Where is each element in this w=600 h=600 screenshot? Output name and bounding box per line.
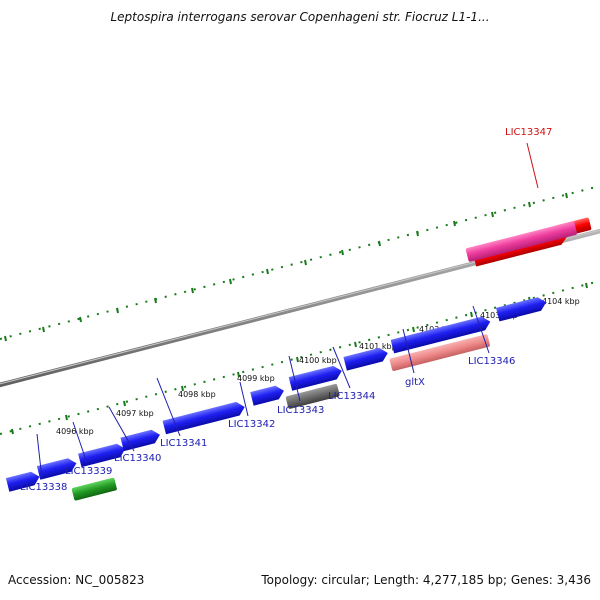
scale-label-4099-kbp: 4099 kbp [237, 374, 275, 383]
scale-label-4104-kbp: 4104 kbp [542, 297, 580, 306]
callout-line-lic13342 [239, 381, 249, 417]
callout-line-lic13341 [156, 377, 181, 437]
gene-label-lic13338[interactable]: LIC13338 [20, 482, 67, 493]
scale-label-4097-kbp: 4097 kbp [116, 409, 154, 418]
upper-scale-major-tick [116, 307, 119, 314]
gene-feature-blue-13341[interactable] [162, 400, 247, 435]
lower-scale-major-tick [123, 400, 126, 407]
scale-label-4098-kbp: 4098 kbp [178, 390, 216, 399]
callout-line-lic13339 [72, 421, 88, 464]
scale-label-4101-kbp: 4101 kbp [359, 342, 397, 351]
upper-scale-major-tick [266, 268, 269, 275]
upper-scale-major-tick [378, 240, 381, 247]
upper-scale-major-tick [304, 259, 307, 266]
lower-scale-major-tick [585, 282, 588, 289]
gene-feature-pink[interactable] [465, 221, 577, 262]
gene-feature-green[interactable] [71, 477, 117, 501]
upper-scale-major-tick [565, 192, 568, 199]
upper-scale-major-tick [416, 230, 419, 237]
callout-line-lic13343 [288, 355, 301, 402]
gene-label-gltx[interactable]: gltX [405, 377, 425, 388]
upper-scale-major-tick [528, 201, 531, 208]
gene-feature-blue-13339[interactable] [78, 442, 127, 468]
callout-line-lic13344 [332, 346, 351, 389]
upper-scale-major-tick [453, 220, 456, 227]
upper-scale-major-tick [341, 249, 344, 256]
gene-feature-blue-gltx[interactable] [390, 315, 492, 354]
lower-scale-major-tick [354, 341, 357, 348]
gene-feature-salmon[interactable] [389, 334, 490, 372]
gene-feature-blue-13345-left[interactable] [36, 457, 78, 480]
gene-callouts [36, 142, 539, 480]
gene-label-lic13340[interactable]: LIC13340 [114, 453, 161, 464]
upper-scale-major-tick [42, 326, 45, 333]
gene-feature-blue-13340[interactable] [120, 428, 161, 452]
gene-label-lic13339[interactable]: LIC13339 [65, 466, 112, 477]
genome-summary-text: Topology: circular; Length: 4,277,185 bp… [261, 573, 591, 587]
gene-labels: LIC13338 LIC13339 LIC13340 LIC13341 LIC1… [20, 127, 552, 493]
gene-label-lic13346[interactable]: LIC13346 [468, 356, 515, 367]
gene-label-lic13344[interactable]: LIC13344 [328, 391, 375, 402]
lower-scale-major-tick [65, 414, 68, 421]
genome-title: Leptospira interrogans serovar Copenhage… [110, 10, 490, 24]
gene-feature-gray[interactable] [285, 383, 340, 410]
upper-scale-major-tick [4, 335, 7, 342]
upper-scale-major-tick [79, 316, 82, 323]
gene-feature-blue-13342[interactable] [250, 384, 285, 406]
gene-feature-blue-13346[interactable] [496, 295, 548, 322]
upper-scale-major-tick [491, 211, 494, 218]
lower-scale-major-tick [412, 326, 415, 333]
gene-feature-blue-13338[interactable] [5, 470, 41, 492]
lower-scale-major-tick [296, 356, 299, 363]
upper-scale-major-tick [191, 287, 194, 294]
gene-feature-blue-13344[interactable] [343, 346, 389, 371]
upper-scale-major-tick [229, 278, 232, 285]
gene-label-lic13342[interactable]: LIC13342 [228, 419, 275, 430]
upper-scale-track [0, 185, 600, 342]
scale-label-4100-kbp: 4100 kbp [299, 356, 337, 365]
gene-label-lic13341[interactable]: LIC13341 [160, 438, 207, 449]
callout-line-lic13346 [472, 305, 490, 354]
gene-feature-blue-13343[interactable] [288, 364, 344, 391]
gene-label-lic13343[interactable]: LIC13343 [277, 405, 324, 416]
callout-line-lic13340 [108, 406, 135, 452]
gene-label-lic13347[interactable]: LIC13347 [505, 127, 552, 138]
callout-line-gltx [402, 328, 415, 374]
scale-label-4096-kbp: 4096 kbp [56, 427, 94, 436]
gene-feature-track [5, 217, 592, 501]
lower-scale-major-tick [237, 371, 240, 378]
upper-scale-major-tick [154, 297, 157, 304]
callout-line-lic13347 [526, 142, 539, 189]
lower-scale-major-tick [470, 311, 473, 318]
callout-line-lic13338 [36, 433, 43, 480]
lower-scale-major-tick [181, 385, 184, 392]
accession-text: Accession: NC_005823 [8, 573, 145, 587]
lower-scale-track [0, 280, 600, 435]
lower-scale-major-tick [11, 428, 14, 435]
